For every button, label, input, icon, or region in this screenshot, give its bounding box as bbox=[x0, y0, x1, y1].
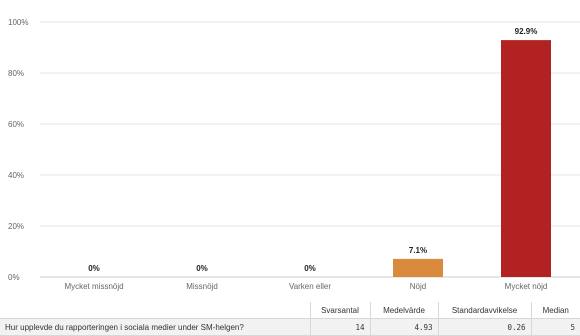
stats-table: Svarsantal Medelvärde Standardavvikelse … bbox=[0, 302, 580, 336]
stats-header-blank bbox=[0, 302, 310, 319]
value-label: 0% bbox=[196, 264, 208, 273]
stat-medelvarde: 4.93 bbox=[369, 318, 438, 336]
value-label: 0% bbox=[88, 264, 100, 273]
value-label: 92.9% bbox=[515, 27, 538, 36]
x-tick-label: Mycket nöjd bbox=[505, 282, 548, 291]
bar-chart: 0% 20% 40% 60% 80% 100% 0% Mycket missnöjd 0% Mis… bbox=[8, 18, 580, 291]
bar bbox=[393, 258, 443, 277]
x-tick-label: Nöjd bbox=[410, 282, 426, 291]
stats-header-median: Median bbox=[530, 302, 580, 319]
value-label: 0% bbox=[304, 264, 316, 273]
bar bbox=[501, 40, 551, 278]
x-tick-label: Varken eller bbox=[289, 282, 331, 291]
x-tick-label: Missnöjd bbox=[186, 282, 218, 291]
y-tick-label: 80% bbox=[8, 69, 24, 78]
y-tick-label: 40% bbox=[8, 171, 24, 180]
y-tick-label: 60% bbox=[8, 120, 24, 129]
stat-median: 5 bbox=[530, 318, 580, 336]
stats-header-medelvarde: Medelvärde bbox=[369, 302, 438, 319]
y-tick-label: 0% bbox=[8, 273, 20, 282]
stat-standardavvikelse: 0.26 bbox=[437, 318, 531, 336]
x-tick-label: Mycket missnöjd bbox=[64, 282, 123, 291]
stats-header-svarsantal: Svarsantal bbox=[309, 302, 370, 319]
y-tick-label: 100% bbox=[8, 18, 28, 27]
stats-header-row: Svarsantal Medelvärde Standardavvikelse … bbox=[0, 302, 580, 319]
stats-header-standardavvikelse: Standardavvikelse bbox=[437, 302, 531, 319]
question-text: Hur upplevde du rapporteringen i sociala… bbox=[0, 318, 310, 336]
stats-data-row: Hur upplevde du rapporteringen i sociala… bbox=[0, 318, 580, 336]
y-tick-label: 20% bbox=[8, 222, 24, 231]
value-label: 7.1% bbox=[409, 246, 427, 255]
stat-svarsantal: 14 bbox=[309, 318, 370, 336]
